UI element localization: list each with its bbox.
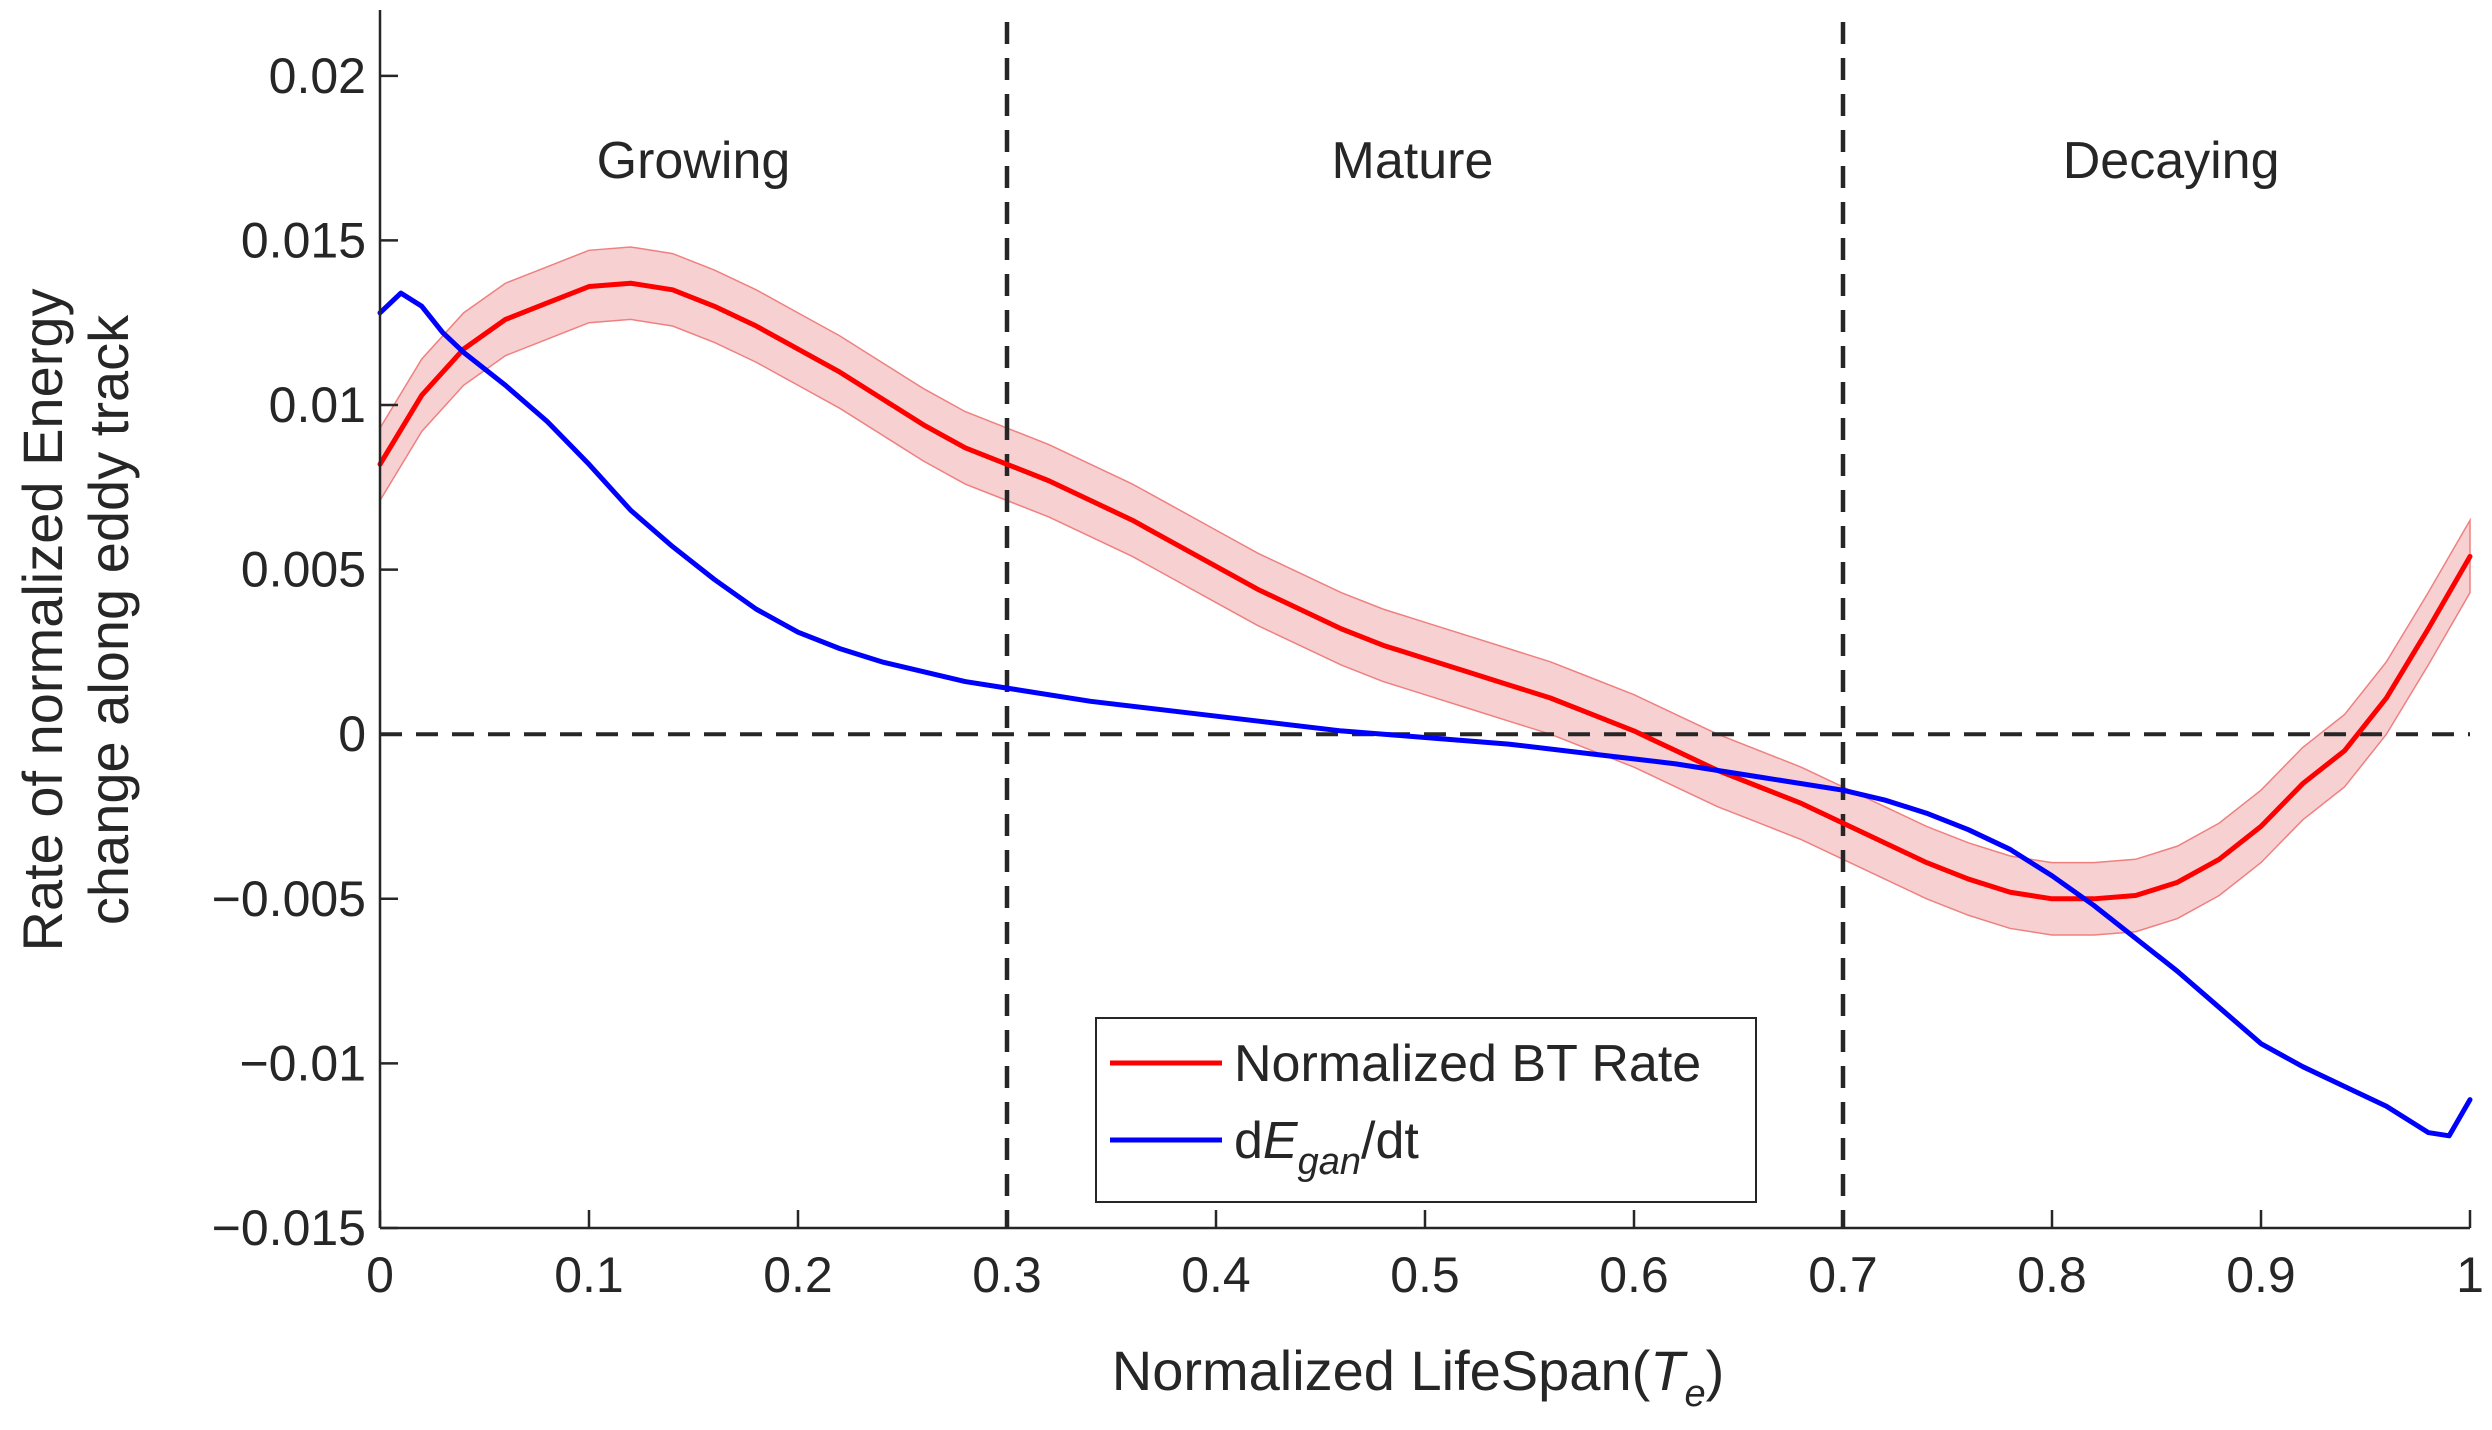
series-line-0: [377, 280, 2473, 902]
axes-layer: 0 0.1 0.2 0.3 0.4 0.5 0.6 0.7 0.8 0.9 1 −0.015 −0.01…: [212, 10, 2484, 1303]
y-tick-label: 0.01: [269, 377, 366, 433]
y-axis-label-line2: change along eddy track: [77, 314, 140, 925]
x-tick-label: 0.7: [1808, 1247, 1878, 1303]
x-tick-label: 0.1: [554, 1247, 624, 1303]
region-label-growing: Growing: [597, 132, 791, 190]
x-tick-label: 0.3: [972, 1247, 1042, 1303]
y-tick-label: −0.005: [212, 871, 366, 927]
y-tick-label: 0.005: [241, 542, 366, 598]
y-tick-label: 0: [338, 706, 366, 762]
x-axis-label-sub: e: [1684, 1373, 1705, 1415]
legend-label-sub: gan: [1298, 1141, 1361, 1183]
legend-label-degan-dt: dEgan/dt: [1234, 1112, 1419, 1183]
x-axis-label-close: ): [1706, 1339, 1725, 1402]
x-tick-label: 0.2: [763, 1247, 833, 1303]
x-axis-label-var: T: [1650, 1339, 1688, 1402]
legend-label-suffix: /dt: [1361, 1112, 1419, 1170]
region-label-mature: Mature: [1332, 132, 1494, 190]
region-labels-layer: Growing Mature Decaying: [597, 132, 2280, 190]
y-tick-label: −0.015: [212, 1200, 366, 1256]
x-axis-label: Normalized LifeSpan(Te): [1112, 1339, 1725, 1415]
legend-box: [1095, 1017, 1757, 1203]
bt-rate-confidence-band: [379, 246, 2471, 936]
legend-label-var: E: [1263, 1112, 1299, 1170]
x-tick-label: 1: [2456, 1247, 2484, 1303]
confidence-band-layer: [379, 246, 2471, 936]
x-tick-label: 0.8: [2017, 1247, 2087, 1303]
region-label-decaying: Decaying: [2063, 132, 2280, 190]
y-axis-label-line1: Rate of normalized Energy: [11, 288, 74, 951]
x-tick-label: 0.4: [1181, 1247, 1251, 1303]
legend-label-bt-rate: Normalized BT Rate: [1234, 1035, 1701, 1093]
reference-lines-layer: [380, 22, 2470, 1228]
x-tick-label: 0.5: [1390, 1247, 1460, 1303]
x-tick-label: 0.9: [2226, 1247, 2296, 1303]
x-tick-label: 0.6: [1599, 1247, 1669, 1303]
x-tick-label: 0: [366, 1247, 394, 1303]
series-line-1: [377, 290, 2473, 1139]
y-tick-label: −0.01: [239, 1035, 366, 1091]
series-layer: [377, 280, 2473, 1139]
y-tick-label: 0.02: [269, 48, 366, 104]
legend: Normalized BT Rate dEgan/dt: [1095, 1017, 1757, 1203]
y-tick-label: 0.015: [241, 212, 366, 268]
